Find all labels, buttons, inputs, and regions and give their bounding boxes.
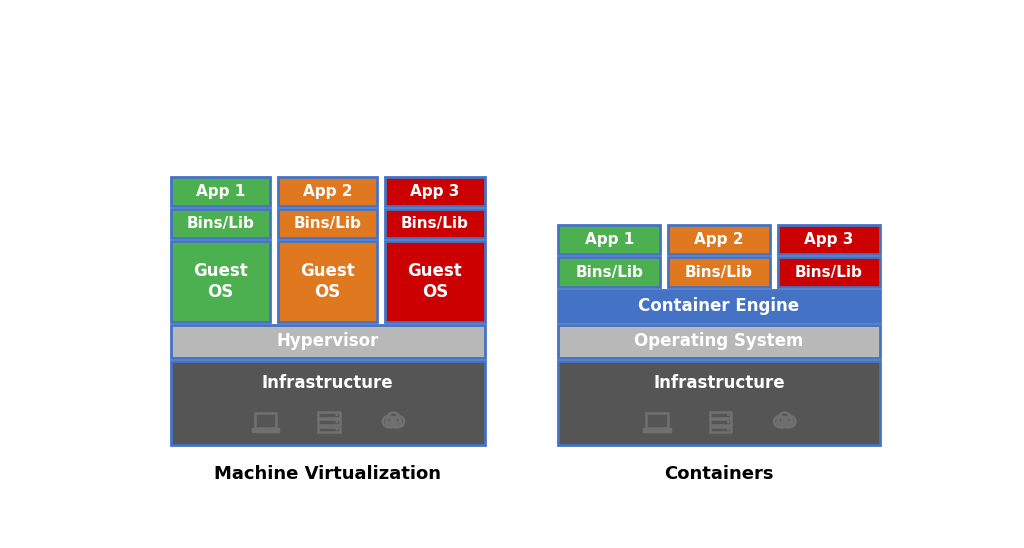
Circle shape: [336, 413, 338, 416]
Text: Bins/Lib: Bins/Lib: [294, 216, 361, 231]
FancyBboxPatch shape: [385, 209, 484, 238]
Circle shape: [336, 421, 338, 424]
Circle shape: [727, 428, 730, 431]
Text: Guest
OS: Guest OS: [300, 262, 355, 301]
Text: Bins/Lib: Bins/Lib: [795, 265, 862, 279]
FancyBboxPatch shape: [252, 429, 280, 431]
FancyBboxPatch shape: [558, 326, 880, 358]
FancyBboxPatch shape: [171, 176, 270, 206]
FancyBboxPatch shape: [558, 258, 660, 287]
FancyBboxPatch shape: [643, 429, 671, 431]
Text: Infrastructure: Infrastructure: [262, 374, 393, 392]
FancyBboxPatch shape: [385, 241, 484, 322]
Circle shape: [727, 413, 730, 416]
Text: Guest
OS: Guest OS: [408, 262, 462, 301]
FancyBboxPatch shape: [171, 326, 484, 358]
Text: Machine Virtualization: Machine Virtualization: [214, 465, 441, 483]
Text: Hypervisor: Hypervisor: [276, 333, 379, 350]
Text: App 2: App 2: [303, 184, 352, 199]
Text: Container Engine: Container Engine: [638, 297, 800, 315]
Circle shape: [727, 421, 730, 424]
Text: App 1: App 1: [196, 184, 245, 199]
Text: Bins/Lib: Bins/Lib: [400, 216, 469, 231]
FancyBboxPatch shape: [668, 258, 770, 287]
FancyBboxPatch shape: [171, 361, 484, 446]
Text: Guest
OS: Guest OS: [193, 262, 248, 301]
FancyBboxPatch shape: [777, 258, 880, 287]
Text: Bins/Lib: Bins/Lib: [186, 216, 254, 231]
Text: App 3: App 3: [410, 184, 460, 199]
FancyBboxPatch shape: [171, 209, 270, 238]
Text: App 3: App 3: [804, 232, 853, 247]
FancyBboxPatch shape: [558, 225, 660, 254]
FancyBboxPatch shape: [278, 176, 377, 206]
FancyBboxPatch shape: [558, 361, 880, 446]
Text: Operating System: Operating System: [634, 333, 804, 350]
FancyBboxPatch shape: [668, 225, 770, 254]
Text: Bins/Lib: Bins/Lib: [685, 265, 753, 279]
FancyBboxPatch shape: [278, 241, 377, 322]
Text: App 1: App 1: [585, 232, 634, 247]
FancyBboxPatch shape: [171, 241, 270, 322]
Text: Containers: Containers: [665, 465, 774, 483]
FancyBboxPatch shape: [385, 176, 484, 206]
Text: Infrastructure: Infrastructure: [653, 374, 784, 392]
Text: Bins/Lib: Bins/Lib: [575, 265, 643, 279]
Circle shape: [336, 428, 338, 431]
FancyBboxPatch shape: [777, 225, 880, 254]
FancyBboxPatch shape: [558, 290, 880, 322]
Text: App 2: App 2: [694, 232, 743, 247]
FancyBboxPatch shape: [278, 209, 377, 238]
